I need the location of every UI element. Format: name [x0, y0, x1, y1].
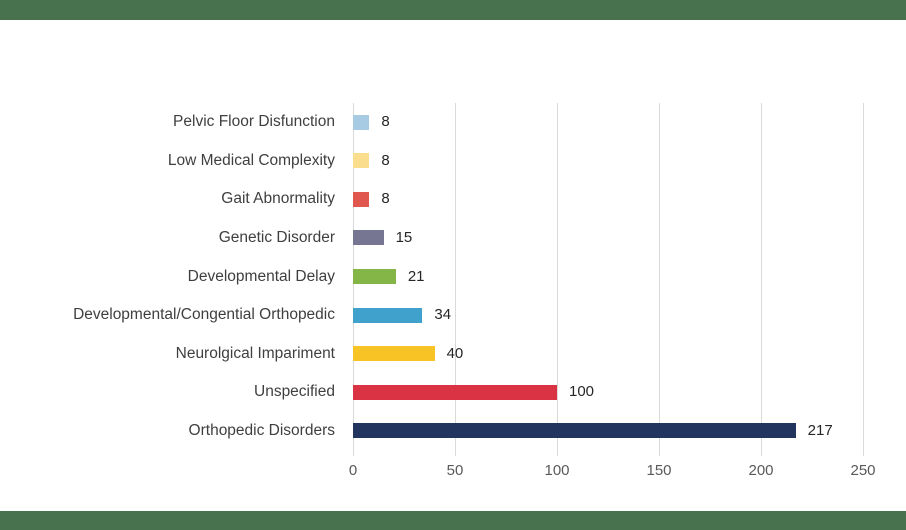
bar [353, 191, 370, 207]
category-label: Pelvic Floor Disfunction [173, 113, 335, 131]
top-border-band [0, 0, 906, 20]
category-label: Genetic Disorder [218, 228, 335, 246]
value-label: 8 [381, 151, 390, 169]
bar [353, 423, 796, 439]
x-tick-label: 100 [544, 462, 570, 479]
category-label: Orthopedic Disorders [188, 421, 335, 439]
value-label: 40 [446, 344, 464, 362]
value-label: 217 [807, 421, 833, 439]
bar-chart: Pelvic Floor Disfunction Low Medical Comp… [73, 103, 876, 479]
category-label: Gait Abnormality [221, 190, 335, 208]
category-label: Developmental Delay [187, 267, 335, 285]
gridline-50 [455, 103, 456, 456]
bar [353, 153, 370, 169]
category-label: Unspecified [254, 383, 335, 401]
gridline-150 [659, 103, 660, 456]
value-label: 100 [569, 383, 595, 401]
bar [353, 114, 370, 130]
x-tick-label: 150 [646, 462, 672, 479]
value-label: 34 [434, 306, 452, 324]
bar [353, 307, 423, 323]
value-label: 8 [381, 190, 390, 208]
bar [353, 346, 435, 362]
value-label: 15 [395, 228, 413, 246]
x-tick-label: 250 [850, 462, 876, 479]
category-label: Developmental/Congential Orthopedic [73, 306, 335, 324]
gridline-200 [761, 103, 762, 456]
bar [353, 384, 557, 400]
bottom-border-band [0, 511, 906, 530]
x-tick-label: 50 [446, 462, 464, 479]
category-label: Neurolgical Impariment [175, 344, 335, 362]
x-tick-label: 0 [348, 462, 358, 479]
gridline-250 [863, 103, 864, 456]
bar [353, 230, 384, 246]
gridline-100 [557, 103, 558, 456]
bar [353, 269, 396, 284]
x-tick-label: 200 [748, 462, 774, 479]
value-label: 21 [407, 267, 425, 285]
category-label: Low Medical Complexity [167, 151, 335, 169]
value-label: 8 [381, 113, 390, 131]
